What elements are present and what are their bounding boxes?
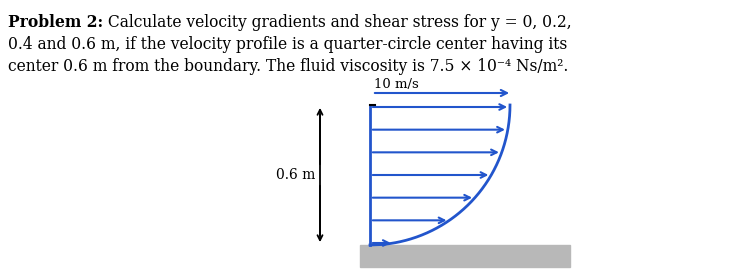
Text: center 0.6 m from the boundary. The fluid viscosity is 7.5 × 10⁻⁴ Ns/m².: center 0.6 m from the boundary. The flui… — [8, 58, 568, 75]
Text: 10 m/s: 10 m/s — [374, 78, 419, 91]
Text: 0.4 and 0.6 m, if the velocity profile is a quarter-circle center having its: 0.4 and 0.6 m, if the velocity profile i… — [8, 36, 567, 53]
Bar — [360, 245, 570, 267]
Text: Calculate velocity gradients and shear stress for y = 0, 0.2,: Calculate velocity gradients and shear s… — [103, 14, 571, 31]
Text: Problem 2:: Problem 2: — [8, 14, 103, 31]
Text: 0.6 m: 0.6 m — [276, 168, 315, 182]
